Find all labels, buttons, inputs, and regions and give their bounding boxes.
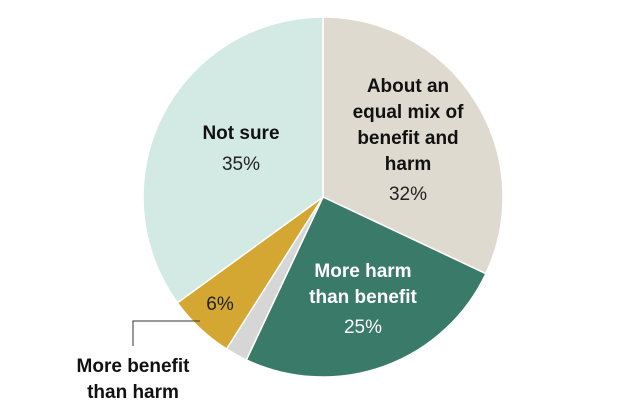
pie-slice-about-an-equal-mix-of-benefit-and-harm	[322, 16, 504, 275]
slice-label-not-sure-line-1: Not sure	[202, 123, 279, 144]
pie-slice-more-harm-than-benefit	[245, 196, 487, 378]
slice-label-more-harm-than-benefit-line-1: More harm	[314, 261, 411, 282]
slice-value-more-benefit-than-harm: 6%	[206, 294, 234, 315]
slice-label-more-harm-than-benefit-line-2: than benefit	[309, 287, 417, 308]
slice-label-more-benefit-than-harm-line-2: than harm	[87, 382, 179, 403]
slice-label-about-an-equal-mix-of-benefit-and-harm-line-4: harm	[385, 154, 431, 175]
slice-value-about-an-equal-mix-of-benefit-and-harm: 32%	[389, 184, 427, 205]
pie-slice-not-sure	[142, 16, 324, 304]
slice-value-more-harm-than-benefit: 25%	[344, 317, 382, 338]
slice-label-about-an-equal-mix-of-benefit-and-harm-line-1: About an	[367, 76, 449, 97]
leader-line-more-benefit-than-harm	[132, 320, 200, 346]
slice-label-more-benefit-than-harm-line-1: More benefit	[77, 356, 191, 377]
slice-label-about-an-equal-mix-of-benefit-and-harm-line-2: equal mix of	[353, 102, 465, 123]
slice-label-about-an-equal-mix-of-benefit-and-harm-line-3: benefit and	[357, 128, 458, 149]
slice-value-not-sure: 35%	[222, 154, 260, 175]
